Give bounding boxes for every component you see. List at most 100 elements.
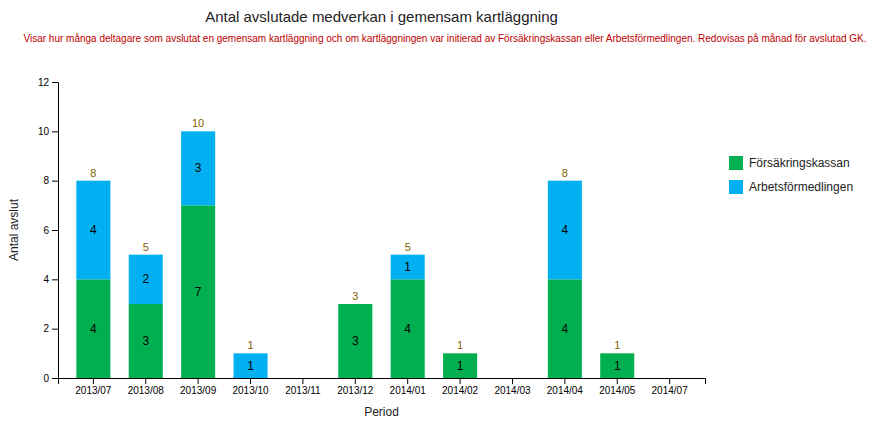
legend-label: Försäkringskassan <box>749 156 850 170</box>
tick: 6 <box>43 225 58 236</box>
bar <box>391 255 425 280</box>
total-label: 5 <box>143 241 149 253</box>
tick-label: 6 <box>43 225 49 236</box>
legend-swatch <box>729 156 743 170</box>
data-label: 1 <box>247 359 254 373</box>
tick-mark <box>512 378 513 384</box>
total-label: 1 <box>457 339 463 351</box>
data-label: 1 <box>614 359 621 373</box>
total-label: 8 <box>90 167 96 179</box>
total-label: 10 <box>192 117 204 129</box>
tick: 2013/08 <box>128 378 165 396</box>
tick: 2014/01 <box>390 378 427 396</box>
total-label: 1 <box>247 339 253 351</box>
tick-mark <box>669 378 670 384</box>
tick: 0 <box>43 373 58 384</box>
bar <box>129 255 163 304</box>
tick: 12 <box>38 77 58 88</box>
tick: 2 <box>43 323 58 334</box>
tick-mark <box>198 378 199 384</box>
tick-label: 2013/07 <box>75 385 112 396</box>
tick: 2013/11 <box>285 378 321 396</box>
tick-label: 2014/07 <box>652 385 689 396</box>
tick-label: 8 <box>43 175 49 186</box>
bar <box>286 378 320 379</box>
tick-mark <box>460 378 461 384</box>
tick-mark <box>52 378 58 379</box>
tick-mark <box>617 378 618 384</box>
tick: 2014/03 <box>494 378 531 396</box>
subtitle: Visar hur många deltagare som avslutat e… <box>23 33 866 44</box>
data-label: 3 <box>195 161 202 175</box>
tick-mark <box>52 329 58 330</box>
tick: 2014/07 <box>652 378 689 396</box>
data-label: 4 <box>90 322 97 336</box>
tick-label: 2013/11 <box>285 385 321 396</box>
tick-label: 0 <box>43 373 49 384</box>
data-label: 4 <box>90 223 97 237</box>
bar <box>653 378 687 379</box>
total-label: 1 <box>614 339 620 351</box>
data-label: 4 <box>562 322 569 336</box>
data-label: 4 <box>404 322 411 336</box>
data-label: 4 <box>562 223 569 237</box>
bar <box>391 279 425 378</box>
bar <box>338 304 372 305</box>
data-label: 2 <box>142 272 149 286</box>
bar <box>443 353 477 378</box>
plot: 0246810122013/072013/082013/092013/10201… <box>7 77 706 419</box>
title: Antal avslutade medverkan i gemensam kar… <box>205 8 558 25</box>
legend-swatch <box>729 180 743 194</box>
chart: Antal avslutade medverkan i gemensam kar… <box>0 0 890 426</box>
tick: 2013/07 <box>75 378 112 396</box>
bar <box>548 181 582 280</box>
legend-label: Arbetsförmedlingen <box>749 180 853 194</box>
bar <box>129 304 163 378</box>
bar <box>548 279 582 378</box>
bar <box>286 378 320 379</box>
bar <box>653 378 687 379</box>
total-label: 8 <box>562 167 568 179</box>
tick-label: 2014/02 <box>442 385 479 396</box>
tick-mark <box>52 82 58 83</box>
tick-mark <box>52 279 58 280</box>
y-axis: 0 2 4 6 8 10 12 <box>38 77 59 384</box>
data-label: 1 <box>457 359 464 373</box>
tick-label: 2013/08 <box>128 385 165 396</box>
data-label: 1 <box>404 260 411 274</box>
tick-mark <box>52 230 58 231</box>
axis-line <box>52 83 59 379</box>
bar <box>495 378 529 379</box>
axis-line <box>59 379 706 385</box>
total-label: 3 <box>352 290 358 302</box>
tick-label: 2014/01 <box>390 385 427 396</box>
tick-mark <box>93 378 94 384</box>
tick-label: 12 <box>38 77 50 88</box>
tick-label: 2013/12 <box>337 385 374 396</box>
bar <box>338 304 372 378</box>
tick: 4 <box>43 274 58 285</box>
data-labels: 4 3 7 3 4 1 4 1 4 2 3 1 1 4 <box>90 161 621 372</box>
bar <box>600 353 634 378</box>
tick: 2014/04 <box>547 378 584 396</box>
tick-label: 2014/03 <box>494 385 531 396</box>
tick: 2014/05 <box>599 378 636 396</box>
data-label: 7 <box>195 285 202 299</box>
tick-label: 2 <box>43 323 49 334</box>
tick: 8 <box>43 175 58 186</box>
bar <box>76 181 110 280</box>
bar <box>495 378 529 379</box>
bars <box>76 131 634 378</box>
tick-label: 2014/04 <box>547 385 584 396</box>
x-axis-title: Period <box>364 405 399 419</box>
tick-label: 2013/10 <box>232 385 269 396</box>
tick-label: 4 <box>43 274 49 285</box>
data-label: 3 <box>142 334 149 348</box>
x-axis: 2013/072013/082013/092013/102013/112013/… <box>59 378 706 396</box>
tick: 10 <box>38 126 58 137</box>
data-label: 3 <box>352 334 359 348</box>
tick-mark <box>250 378 251 384</box>
legend-item: Arbetsförmedlingen <box>729 180 853 194</box>
tick-label: 2014/05 <box>599 385 636 396</box>
tick-mark <box>302 378 303 384</box>
